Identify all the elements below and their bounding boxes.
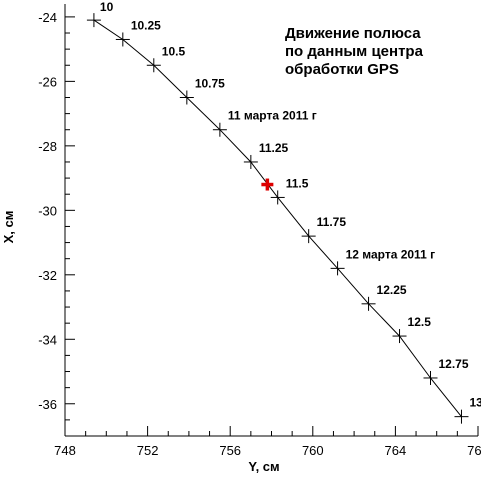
data-point-label: 12.5 (408, 315, 432, 329)
tick-marks (64, 16, 479, 437)
data-markers (86, 13, 469, 424)
data-point-marker (454, 409, 469, 424)
data-point-marker (392, 329, 407, 344)
data-point-marker (179, 90, 194, 105)
data-point-label: 13 (469, 396, 481, 410)
data-point-marker (146, 58, 161, 73)
data-point-marker (243, 154, 258, 169)
data-point-label: 11.25 (259, 141, 289, 155)
data-point-marker (86, 13, 101, 28)
data-point-label: 10.5 (162, 44, 186, 58)
data-point-marker (361, 296, 376, 311)
data-point-label: 10 (100, 0, 114, 14)
chart-title: Движение полюса по данным центра обработ… (285, 25, 424, 78)
title-line-2: по данным центра (285, 43, 424, 60)
series-line (93, 19, 462, 418)
x-tick-label: 760 (302, 443, 324, 458)
data-point-marker (270, 190, 285, 205)
y-tick-label: -34 (38, 332, 57, 347)
axes (64, 4, 478, 437)
data-point-marker (212, 122, 227, 137)
y-tick-label: -28 (38, 139, 57, 154)
x-tick-label: 752 (137, 443, 159, 458)
y-tick-label: -32 (38, 268, 57, 283)
y-tick-label: -26 (38, 74, 57, 89)
y-tick-label: -24 (38, 10, 57, 25)
x-axis-title: Y, см (248, 459, 279, 474)
title-line-1: Движение полюса (285, 25, 421, 42)
data-point-marker (115, 32, 130, 47)
data-point-label: 11.75 (317, 215, 347, 229)
x-tick-label: 764 (385, 443, 407, 458)
data-point-label: 10.75 (195, 76, 225, 90)
data-point-label: 12.75 (439, 357, 469, 371)
data-point-label: 12.25 (377, 283, 407, 297)
data-point-label: 11.5 (286, 176, 309, 190)
x-tick-label: 768 (467, 443, 481, 458)
x-tick-label: 756 (219, 443, 241, 458)
data-point-marker (301, 229, 316, 244)
data-point-marker (330, 261, 345, 276)
highlight-marker (261, 178, 274, 191)
data-point-marker (423, 370, 438, 385)
data-point-label: 11 марта 2011 г (228, 109, 317, 123)
x-tick-label: 748 (54, 443, 76, 458)
data-point-label: 12 марта 2011 г (346, 247, 436, 261)
tick-labels: 748 752 756 760 764 768 -24 -26 -28 -30 -32 -34 -36 (38, 10, 481, 458)
y-tick-label: -30 (38, 203, 57, 218)
y-tick-label: -36 (38, 397, 57, 412)
title-line-3: обработки GPS (285, 61, 399, 78)
data-point-label: 10.25 (131, 18, 161, 32)
y-axis-title: X, см (1, 211, 16, 244)
